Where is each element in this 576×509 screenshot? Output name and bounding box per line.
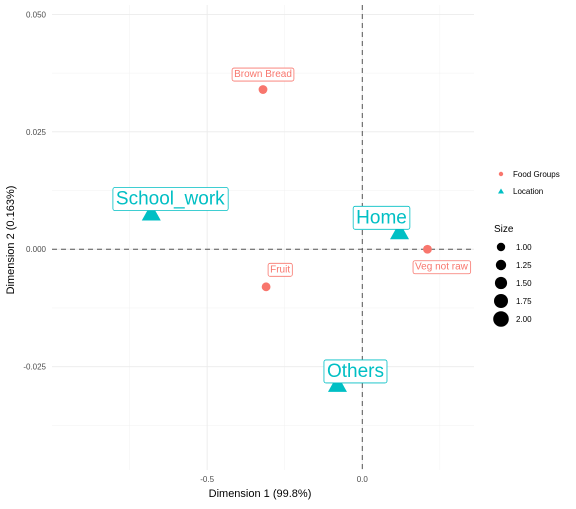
legend-food-groups-swatch bbox=[498, 171, 504, 177]
label-box-home bbox=[352, 205, 411, 230]
y-axis-title: Dimension 2 (0.163%) bbox=[5, 186, 17, 295]
legend-size-swatch-5 bbox=[493, 311, 509, 327]
legend-size-swatch-1 bbox=[496, 242, 506, 252]
point-label-veg-not-raw: Veg not raw bbox=[412, 260, 472, 275]
tick-labels: -0.5 0.0 -0.025 0.000 0.025 0.050 bbox=[23, 10, 368, 484]
legend-size-label-1: 1.00 bbox=[516, 243, 532, 252]
label-text-veg-not-raw: Veg not raw bbox=[415, 262, 469, 273]
legend: Food Groups Location Size 1.00 1.25 1.50… bbox=[493, 170, 560, 327]
legend-size-title: Size bbox=[494, 224, 514, 235]
legend-color-entry-location: Location bbox=[498, 187, 543, 196]
reference-lines bbox=[52, 5, 474, 470]
legend-size-swatch-3 bbox=[494, 276, 508, 290]
y-tick-label-3: 0.050 bbox=[26, 10, 47, 19]
legend-size-entry-5: 2.00 bbox=[493, 311, 532, 327]
label-text-home: Home bbox=[356, 207, 407, 228]
legend-size-entry-2: 1.25 bbox=[495, 259, 532, 271]
legend-color-entry-food-groups: Food Groups bbox=[498, 170, 560, 179]
x-tick-label-1: 0.0 bbox=[357, 475, 369, 484]
legend-food-groups-label: Food Groups bbox=[513, 170, 560, 179]
legend-location-swatch bbox=[498, 188, 504, 194]
label-box-veg-not-raw bbox=[412, 260, 472, 275]
data-marks bbox=[141, 85, 432, 392]
legend-size-label-4: 1.75 bbox=[516, 297, 532, 306]
label-box-fruit bbox=[267, 262, 293, 277]
point-home bbox=[390, 222, 410, 240]
point-label-school-work: School_work bbox=[112, 187, 229, 211]
point-fruit bbox=[261, 282, 271, 292]
legend-size-entry-1: 1.00 bbox=[496, 242, 532, 252]
legend-size-label-3: 1.50 bbox=[516, 279, 532, 288]
point-label-others: Others bbox=[323, 359, 388, 384]
legend-size-swatch-2 bbox=[495, 259, 507, 271]
x-axis-title: Dimension 1 (99.8%) bbox=[209, 488, 312, 500]
label-text-others: Others bbox=[327, 361, 384, 382]
legend-size-swatch-4 bbox=[494, 294, 508, 308]
point-labels: Brown Bread Fruit Veg not raw School_work Ho… bbox=[112, 67, 472, 384]
legend-size-entry-3: 1.50 bbox=[494, 276, 532, 290]
legend-location-label: Location bbox=[513, 187, 543, 196]
point-school-work bbox=[141, 203, 161, 221]
y-tick-label-1: 0.000 bbox=[26, 245, 47, 254]
label-text-fruit: Fruit bbox=[270, 264, 290, 275]
legend-size-label-2: 1.25 bbox=[516, 261, 532, 270]
y-tick-label-2: 0.025 bbox=[26, 128, 47, 137]
label-box-brown-bread bbox=[231, 67, 295, 82]
label-box-others bbox=[323, 359, 388, 384]
legend-size-entry-4: 1.75 bbox=[494, 294, 532, 308]
point-others bbox=[327, 374, 347, 392]
label-text-brown-bread: Brown Bread bbox=[234, 69, 292, 80]
label-text-school-work: School_work bbox=[116, 189, 225, 210]
x-tick-label-0: -0.5 bbox=[200, 475, 214, 484]
legend-size-label-5: 2.00 bbox=[516, 315, 532, 324]
label-box-school-work bbox=[112, 187, 229, 211]
point-label-brown-bread: Brown Bread bbox=[231, 67, 295, 82]
y-tick-label-0: -0.025 bbox=[23, 363, 46, 372]
point-veg-not-raw bbox=[423, 244, 432, 254]
point-brown-bread bbox=[258, 85, 268, 94]
point-label-fruit: Fruit bbox=[267, 262, 293, 277]
point-label-home: Home bbox=[352, 205, 411, 230]
